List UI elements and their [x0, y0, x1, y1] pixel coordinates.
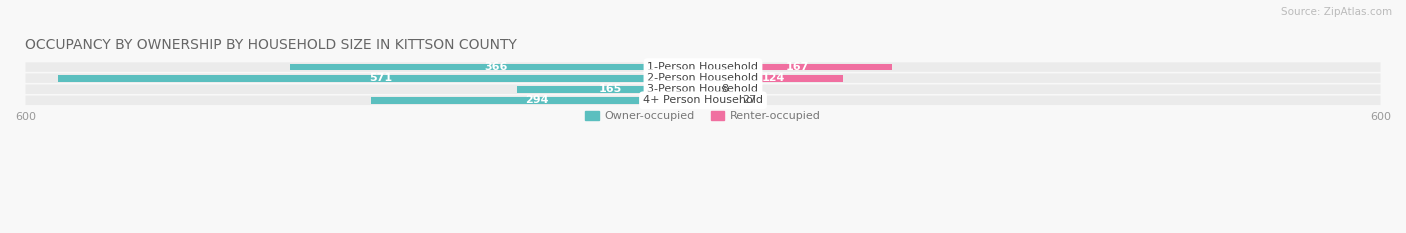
- Legend: Owner-occupied, Renter-occupied: Owner-occupied, Renter-occupied: [581, 106, 825, 126]
- Text: 124: 124: [761, 73, 785, 83]
- Text: 167: 167: [786, 62, 808, 72]
- Text: Source: ZipAtlas.com: Source: ZipAtlas.com: [1281, 7, 1392, 17]
- FancyBboxPatch shape: [25, 85, 1381, 94]
- Text: 165: 165: [598, 84, 621, 94]
- Text: 571: 571: [368, 73, 392, 83]
- Text: 366: 366: [485, 62, 508, 72]
- FancyBboxPatch shape: [25, 96, 1381, 105]
- Text: 27: 27: [742, 95, 756, 105]
- Text: 2-Person Household: 2-Person Household: [647, 73, 759, 83]
- Bar: [58, 75, 703, 82]
- Bar: [703, 75, 844, 82]
- Text: 4+ Person Household: 4+ Person Household: [643, 95, 763, 105]
- Bar: [371, 97, 703, 104]
- Text: 3-Person Household: 3-Person Household: [648, 84, 758, 94]
- FancyBboxPatch shape: [25, 73, 1381, 83]
- Text: 1-Person Household: 1-Person Household: [648, 62, 758, 72]
- Text: 8: 8: [721, 84, 728, 94]
- Bar: [516, 86, 703, 93]
- Bar: [703, 97, 734, 104]
- FancyBboxPatch shape: [25, 62, 1381, 72]
- Text: OCCUPANCY BY OWNERSHIP BY HOUSEHOLD SIZE IN KITTSON COUNTY: OCCUPANCY BY OWNERSHIP BY HOUSEHOLD SIZE…: [25, 38, 517, 52]
- Text: 294: 294: [526, 95, 548, 105]
- Bar: [290, 64, 703, 71]
- Bar: [703, 86, 711, 93]
- Bar: [703, 64, 891, 71]
